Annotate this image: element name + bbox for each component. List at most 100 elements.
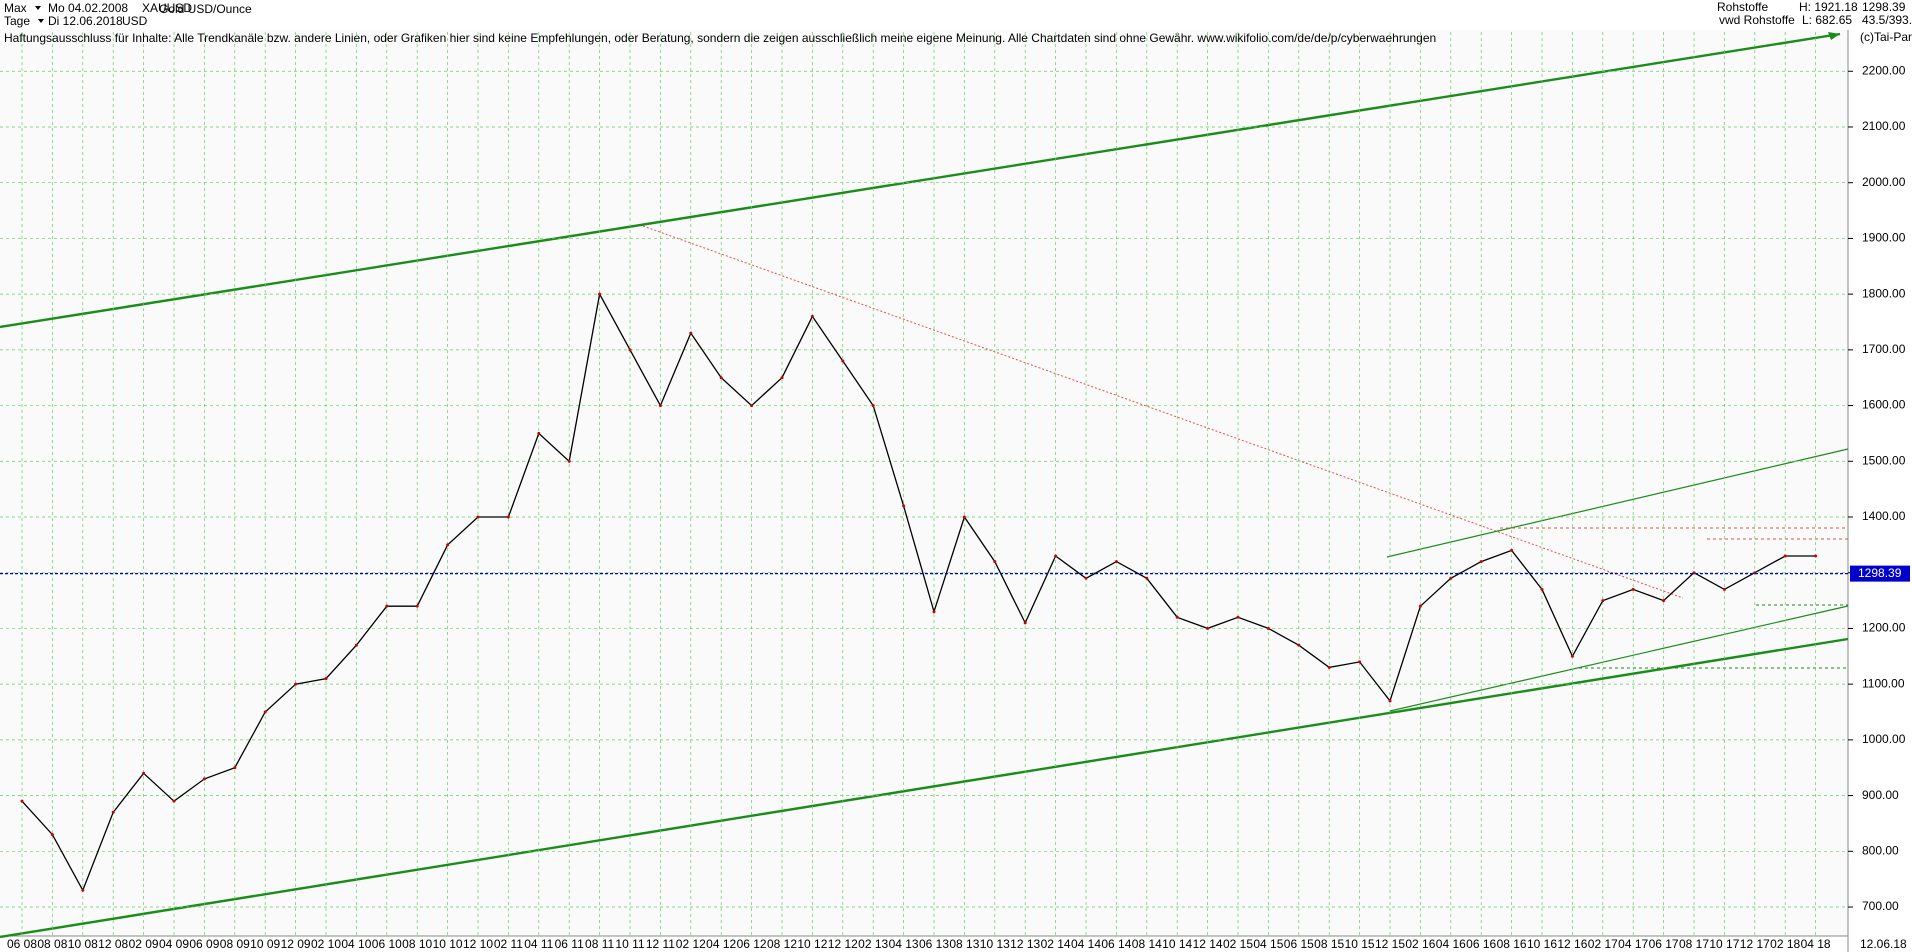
last-price-box — [1850, 565, 1910, 582]
price-point — [1297, 643, 1301, 647]
price-point — [567, 459, 571, 463]
price-point — [1722, 587, 1726, 591]
x-tick-label: 02 14 — [1041, 937, 1071, 951]
interval: Tage — [4, 14, 30, 28]
x-tick-label: 08 16 — [1497, 937, 1527, 951]
x-tick-label: 06 15 — [1284, 937, 1314, 951]
x-tick-label: 04 14 — [1071, 937, 1101, 951]
y-tick-label: 900.00 — [1862, 788, 1899, 802]
end-date: Di 12.06.2018 — [48, 14, 123, 28]
x-tick-label: 12 10 — [463, 937, 493, 951]
x-tick-label: 06 12 — [737, 937, 767, 951]
x-tick-label: 06 13 — [919, 937, 949, 951]
y-tick-label: 1100.00 — [1862, 676, 1905, 690]
x-tick-label: 12 14 — [1193, 937, 1223, 951]
x-tick-label: 04 11 — [524, 937, 553, 951]
price-point — [415, 604, 419, 608]
x-tick-label: 02 15 — [1223, 937, 1253, 951]
price-point — [506, 515, 510, 519]
y-tick-label: 1400.00 — [1862, 509, 1906, 523]
price-point — [111, 810, 115, 814]
price-point — [871, 404, 875, 408]
disclaimer: Haftungsausschluss für Inhalte: Alle Tre… — [4, 31, 1436, 45]
price-point — [628, 348, 632, 352]
start-date: Mo 04.02.2008 — [48, 1, 128, 15]
price-point — [172, 799, 176, 803]
plot-background — [0, 0, 1848, 936]
x-tick-label: 08 09 — [220, 937, 250, 951]
last-price-label: 1298.39 — [1858, 566, 1902, 580]
price-point — [1479, 560, 1483, 564]
price-point — [263, 710, 267, 714]
x-tick-label: 08 15 — [1314, 937, 1344, 951]
x-tick-label: 10 14 — [1162, 937, 1192, 951]
price-point — [476, 515, 480, 519]
x-tick-label: 12 15 — [1375, 937, 1405, 951]
trend-upper-thin — [1386, 448, 1849, 558]
y-tick-label: 1200.00 — [1862, 621, 1906, 635]
x-tick-label: 06 14 — [1101, 937, 1131, 951]
trend-resistance — [642, 225, 1684, 599]
price-point — [1692, 571, 1696, 575]
x-tick-label: 08 12 — [767, 937, 797, 951]
price-point — [1145, 576, 1149, 580]
price-point — [1266, 626, 1270, 630]
price-line — [21, 292, 1816, 892]
source: vwd Rohstoffe — [1719, 13, 1795, 27]
x-tick-label: 12 09 — [281, 937, 311, 951]
price-point — [1814, 554, 1818, 558]
price-point — [1540, 587, 1544, 591]
price-point — [810, 314, 814, 318]
x-tick-label: 04 09 — [159, 937, 189, 951]
price-point — [1054, 554, 1058, 558]
x-tick-label: 02 13 — [858, 937, 888, 951]
trend-lower-thin — [1389, 605, 1849, 712]
exchange: Rohstoffe — [1717, 0, 1768, 14]
header-background — [0, 0, 1912, 30]
price-point — [294, 682, 298, 686]
x-tick-label: 02 18 — [1770, 937, 1800, 951]
price-point — [962, 515, 966, 519]
price-point — [142, 771, 146, 775]
x-tick-label: 06 11 — [555, 937, 584, 951]
x-tick-label: 08 08 — [37, 937, 67, 951]
x-end-label: 12.06.18 — [1860, 937, 1907, 951]
x-tick-label: 10 10 — [433, 937, 463, 951]
x-tick-label: 12 12 — [828, 937, 858, 951]
y-tick-label: 2100.00 — [1862, 119, 1906, 133]
price-point — [202, 777, 206, 781]
x-tick-label: 04 16 — [1436, 937, 1466, 951]
y-tick-label: 700.00 — [1862, 899, 1899, 913]
x-tick-label: 06 17 — [1649, 937, 1679, 951]
price-point — [1327, 665, 1331, 669]
price-point — [50, 833, 54, 837]
dropdown-icon — [38, 19, 44, 23]
trend-channel-lower — [0, 637, 1849, 939]
x-tick-label: 08 10 — [402, 937, 432, 951]
price-point — [902, 504, 906, 508]
x-tick-label: 08 11 — [585, 937, 614, 951]
x-tick-label: 06 08 — [7, 937, 37, 951]
x-tick-label: 06 16 — [1466, 937, 1496, 951]
x-tick-label: 04 17 — [1618, 937, 1648, 951]
high-label: H: 1921.18 — [1799, 0, 1858, 14]
dropdown-icon — [35, 6, 41, 10]
x-tick-label: 02 09 — [129, 937, 159, 951]
price-point — [750, 404, 754, 408]
x-tick-label: 12 08 — [98, 937, 128, 951]
price-point — [537, 431, 541, 435]
x-tick-label: 02 17 — [1588, 937, 1618, 951]
x-tick-label: 10 09 — [250, 937, 280, 951]
x-tick-label: 08 17 — [1679, 937, 1709, 951]
price-point — [841, 359, 845, 363]
price-point — [324, 677, 328, 681]
x-tick-label: 12 16 — [1557, 937, 1587, 951]
price-point — [1023, 621, 1027, 625]
y-tick-label: 1900.00 — [1862, 231, 1906, 245]
y-tick-label: 800.00 — [1862, 843, 1899, 857]
chart-title: Gold USD/Ounce — [159, 2, 252, 16]
price-point — [932, 610, 936, 614]
price-point — [993, 560, 997, 564]
price-point — [1114, 560, 1118, 564]
